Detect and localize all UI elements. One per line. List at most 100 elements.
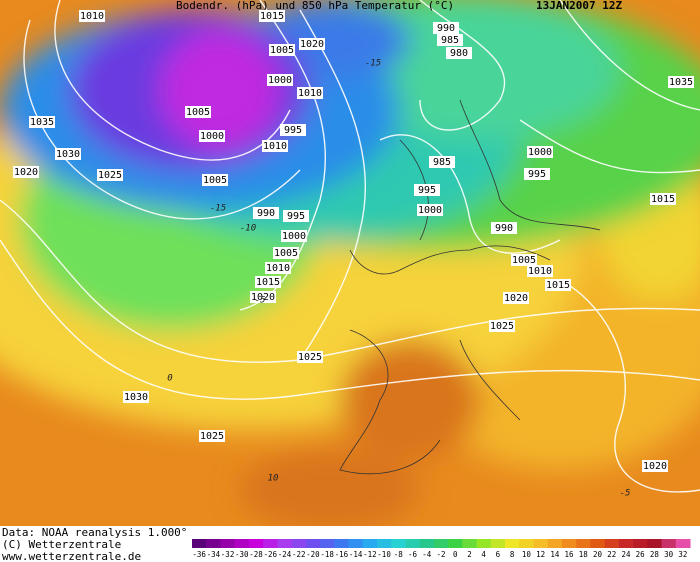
colorbar-label: 2 [467, 550, 472, 559]
colorbar-swatch [320, 539, 335, 548]
colorbar-label: -14 [349, 550, 363, 559]
label-box [511, 254, 537, 266]
label-box [489, 320, 515, 332]
isobar-label: 1005 [270, 45, 294, 56]
colorbar: -36 -34 -32 -30 -28 -26 -24 -22 -20 -18 -16 -14 -12-… [192, 539, 691, 559]
colorbar-label: -20 [306, 550, 320, 559]
colorbar-label: -36 [192, 550, 206, 559]
colorbar-label: -34 [207, 550, 221, 559]
colorbar-swatch [391, 539, 406, 548]
colorbar-label: -8 [394, 550, 404, 559]
label-box [250, 291, 276, 303]
colorbar-label: 10 [522, 550, 532, 559]
temperature-label: -10 [240, 224, 256, 234]
colorbar-swatch [192, 539, 207, 548]
isobar-label: 1015 [546, 280, 570, 291]
label-box [433, 22, 459, 34]
colorbar-label: -28 [249, 550, 263, 559]
label-box [79, 10, 105, 22]
temperature-label: -15 [365, 59, 381, 69]
colorbar-swatch [505, 539, 520, 548]
isobar-label: 990 [257, 208, 275, 219]
isobar-label: 1030 [56, 149, 80, 160]
isobar-label: 995 [418, 185, 436, 196]
isobar-label: 1020 [504, 293, 528, 304]
label-box [273, 247, 299, 259]
isobar-label: 1025 [298, 352, 322, 363]
colorbar-swatch [633, 539, 648, 548]
isobar-label: 1020 [643, 461, 667, 472]
colorbar-label: -26 [263, 550, 277, 559]
isobar-label: 1035 [669, 77, 693, 88]
colorbar-swatch [661, 539, 677, 548]
colorbar-label: 32 [678, 550, 687, 559]
colorbar-swatch [206, 539, 221, 548]
colorbar-swatch [547, 539, 563, 548]
colorbar-label: 14 [550, 550, 560, 559]
label-box [262, 140, 288, 152]
label-box [281, 230, 307, 242]
label-box [414, 184, 440, 196]
temperature-label: 0 [167, 374, 172, 384]
isobar-label: 985 [433, 157, 451, 168]
temperature-field [0, 0, 700, 526]
colorbar-swatch [433, 539, 449, 548]
colorbar-label: 8 [510, 550, 515, 559]
label-box [297, 87, 323, 99]
isobar-label: 1015 [256, 277, 280, 288]
isobar-label: 1025 [490, 321, 514, 332]
isobar-label: 985 [441, 35, 459, 46]
colorbar-label: 6 [496, 550, 501, 559]
colorbar-label: 0 [453, 550, 458, 559]
colorbar-label: -16 [335, 550, 349, 559]
colorbar-swatch [490, 539, 506, 548]
colorbar-swatch [604, 539, 620, 548]
label-box [668, 76, 694, 88]
label-box [299, 38, 325, 50]
temperature-label: -5 [620, 489, 631, 499]
colorbar-label: 30 [664, 550, 674, 559]
label-box [503, 292, 529, 304]
colorbar-swatch [519, 539, 534, 548]
colorbar-swatch [376, 539, 392, 548]
label-box [202, 174, 228, 186]
label-box [491, 222, 517, 234]
colorbar-label: 22 [607, 550, 616, 559]
label-box [97, 169, 123, 181]
label-box [199, 130, 225, 142]
isobar-label: 1015 [651, 194, 675, 205]
isobar-label: 990 [495, 223, 513, 234]
label-box [527, 146, 553, 158]
colorbar-swatch [462, 539, 478, 548]
colorbar-label: 4 [481, 550, 486, 559]
isobar-label: 1000 [282, 231, 306, 242]
label-box [255, 276, 281, 288]
labels: 1010 1015 1020 1005 1000 1010 1035 1005 1000 995 1… [13, 10, 694, 499]
isobar-label: 1010 [266, 263, 290, 274]
isobar-label: 980 [450, 48, 468, 59]
label-box [524, 168, 550, 180]
coastlines [339, 99, 601, 475]
isobar-label: 1025 [200, 431, 224, 442]
label-box [269, 44, 295, 56]
colorbar-swatch [263, 539, 278, 548]
colorbar-swatch [234, 539, 250, 548]
label-box [297, 351, 323, 363]
label-box [259, 10, 285, 22]
isobar-label: 1005 [186, 107, 210, 118]
temperature-label: -15 [210, 204, 226, 214]
colorbar-label: 26 [636, 550, 646, 559]
isobar-label: 1005 [274, 248, 298, 259]
label-box [437, 34, 463, 46]
isobar-label: 1000 [268, 75, 292, 86]
map-date: 13JAN2007 12Z [536, 0, 622, 12]
label-box [123, 391, 149, 403]
label-box [199, 430, 225, 442]
colorbar-label: -4 [422, 550, 432, 559]
colorbar-swatch [405, 539, 421, 548]
colorbar-label: -18 [320, 550, 334, 559]
isobar-label: 1010 [528, 266, 552, 277]
temperature-label: -5 [255, 296, 266, 306]
colorbar-swatch [618, 539, 634, 548]
isobar-label: 1030 [124, 392, 148, 403]
